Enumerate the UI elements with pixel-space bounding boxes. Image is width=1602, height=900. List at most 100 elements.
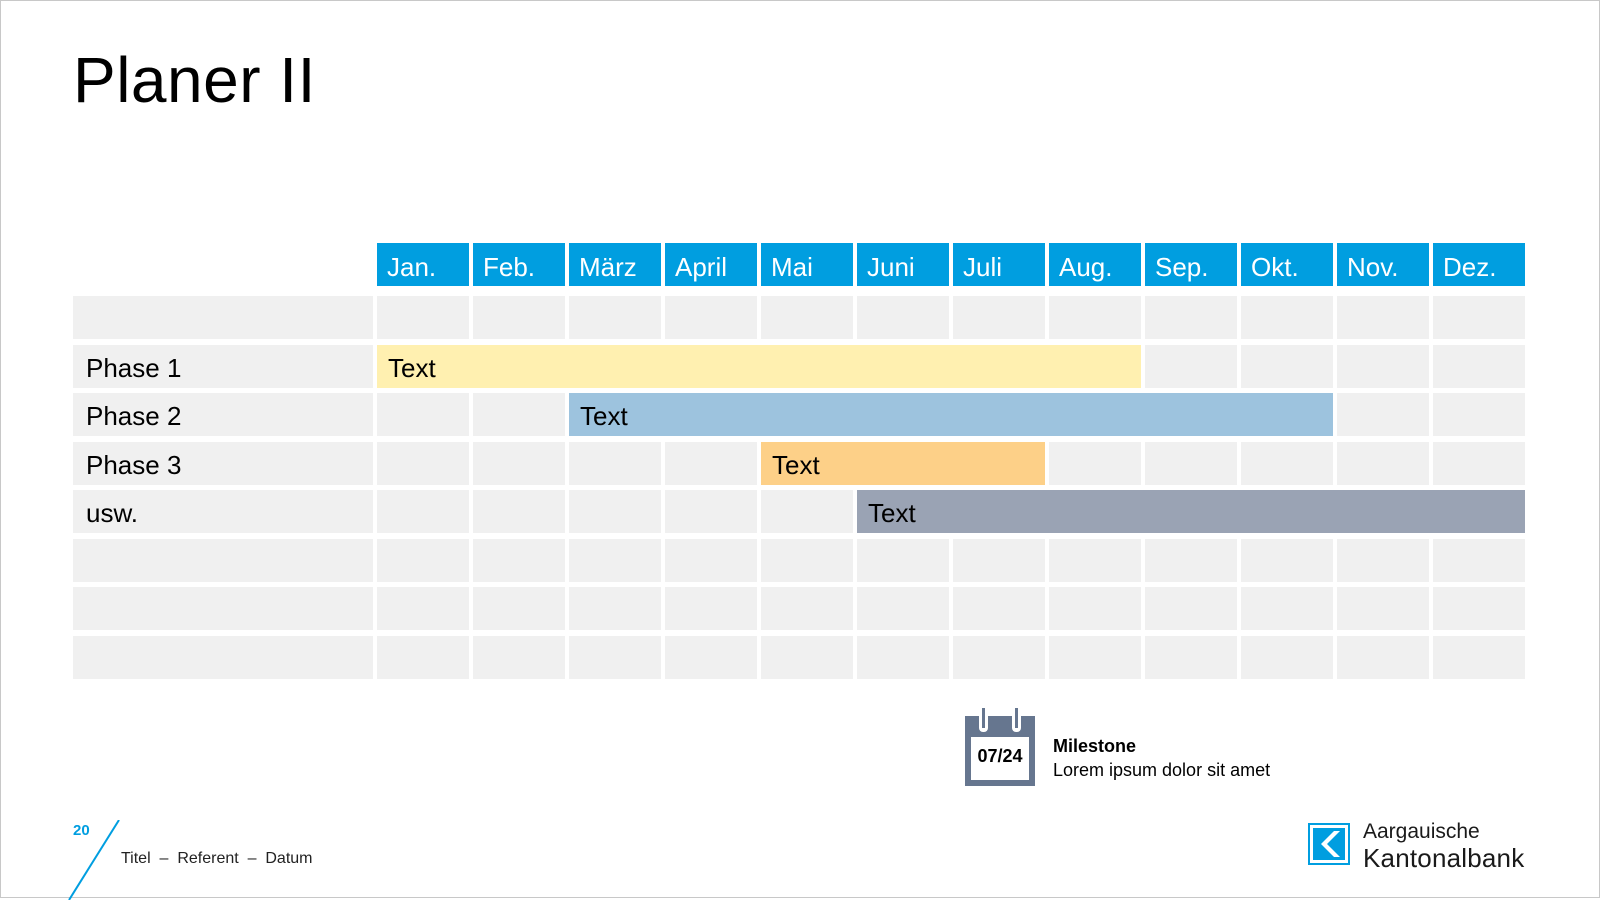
page-number: 20 — [73, 822, 90, 839]
row-label — [73, 538, 373, 582]
month-header-5: Mai — [761, 243, 853, 286]
grid-cell — [377, 587, 469, 630]
grid-cell — [473, 296, 565, 339]
grid-cell — [1337, 587, 1429, 630]
month-header-12: Dez. — [1433, 243, 1525, 286]
grid-cell — [1337, 441, 1429, 485]
grid-cell — [1433, 635, 1525, 679]
grid-cell — [857, 587, 949, 630]
grid-cell — [953, 635, 1045, 679]
grid-cell — [473, 635, 565, 679]
month-header-3: März — [569, 243, 661, 286]
grid-cell — [1433, 296, 1525, 339]
logo-text-line2: Kantonalbank — [1363, 843, 1525, 873]
grid-cell — [473, 587, 565, 630]
grid-cell — [377, 441, 469, 485]
milestone-description: Lorem ipsum dolor sit amet — [1053, 760, 1271, 780]
grid-cell — [1049, 296, 1141, 339]
grid-cell — [1049, 538, 1141, 582]
phase-bar-1: Text — [377, 344, 1141, 388]
grid-cell — [665, 490, 757, 533]
phase-bar-2: Text — [569, 393, 1333, 436]
grid-cell — [761, 587, 853, 630]
page-title: Planer II — [73, 44, 316, 116]
grid-cell — [1433, 538, 1525, 582]
grid-cell — [761, 296, 853, 339]
bank-logo-icon — [1308, 823, 1350, 865]
grid-cell — [377, 538, 469, 582]
grid-cell — [569, 538, 661, 582]
grid-cell — [1241, 441, 1333, 485]
grid-cell — [473, 538, 565, 582]
grid-cell — [1049, 635, 1141, 679]
phase-bar-3: Text — [761, 441, 1045, 485]
month-header-2: Feb. — [473, 243, 565, 286]
phase-bar-4: Text — [857, 490, 1525, 533]
grid-cell — [1433, 393, 1525, 436]
grid-cell — [1241, 538, 1333, 582]
grid-cell — [665, 538, 757, 582]
grid-cell — [1145, 344, 1237, 388]
grid-cell — [665, 441, 757, 485]
row-label: Phase 2 — [73, 393, 373, 436]
grid-cell — [1049, 441, 1141, 485]
grid-cell — [569, 296, 661, 339]
grid-cell — [1337, 393, 1429, 436]
row-label — [73, 296, 373, 339]
grid-cell — [473, 490, 565, 533]
grid-cell — [1241, 296, 1333, 339]
grid-cell — [1145, 635, 1237, 679]
month-header-11: Nov. — [1337, 243, 1429, 286]
grid-cell — [1337, 635, 1429, 679]
grid-cell — [953, 587, 1045, 630]
grid-cell — [953, 538, 1045, 582]
grid-cell — [857, 538, 949, 582]
grid-cell — [1241, 587, 1333, 630]
grid-cell — [1433, 344, 1525, 388]
grid-cell — [1145, 538, 1237, 582]
month-header-6: Juni — [857, 243, 949, 286]
grid-cell — [377, 296, 469, 339]
grid-cell — [1145, 587, 1237, 630]
grid-cell — [665, 635, 757, 679]
grid-cell — [377, 393, 469, 436]
row-label: Phase 1 — [73, 344, 373, 388]
grid-cell — [569, 587, 661, 630]
grid-cell — [857, 296, 949, 339]
grid-cell — [1433, 587, 1525, 630]
grid-cell — [473, 441, 565, 485]
grid-cell — [665, 296, 757, 339]
logo-text-line1: Aargauische — [1363, 820, 1480, 843]
row-label: usw. — [73, 490, 373, 533]
grid-cell — [761, 490, 853, 533]
row-label — [73, 635, 373, 679]
grid-cell — [1145, 296, 1237, 339]
grid-cell — [1241, 344, 1333, 388]
grid-cell — [953, 296, 1045, 339]
month-header-4: April — [665, 243, 757, 286]
grid-cell — [1337, 538, 1429, 582]
grid-cell — [377, 635, 469, 679]
grid-cell — [1049, 587, 1141, 630]
milestone-date: 07/24 — [977, 746, 1023, 766]
footer-slash-decoration — [68, 820, 120, 900]
grid-cell — [569, 635, 661, 679]
footer-text: Titel – Referent – Datum — [121, 850, 313, 867]
calendar-icon — [965, 708, 1035, 786]
row-label: Phase 3 — [73, 441, 373, 485]
month-header-10: Okt. — [1241, 243, 1333, 286]
grid-cell — [1433, 441, 1525, 485]
grid-cell — [1145, 441, 1237, 485]
grid-cell — [473, 393, 565, 436]
grid-cell — [761, 538, 853, 582]
grid-cell — [761, 635, 853, 679]
month-header-8: Aug. — [1049, 243, 1141, 286]
grid-cell — [569, 441, 661, 485]
milestone-title: Milestone — [1053, 736, 1137, 756]
grid-cell — [1241, 635, 1333, 679]
grid-cell — [377, 490, 469, 533]
month-header-9: Sep. — [1145, 243, 1237, 286]
grid-cell — [665, 587, 757, 630]
grid-cell — [569, 490, 661, 533]
